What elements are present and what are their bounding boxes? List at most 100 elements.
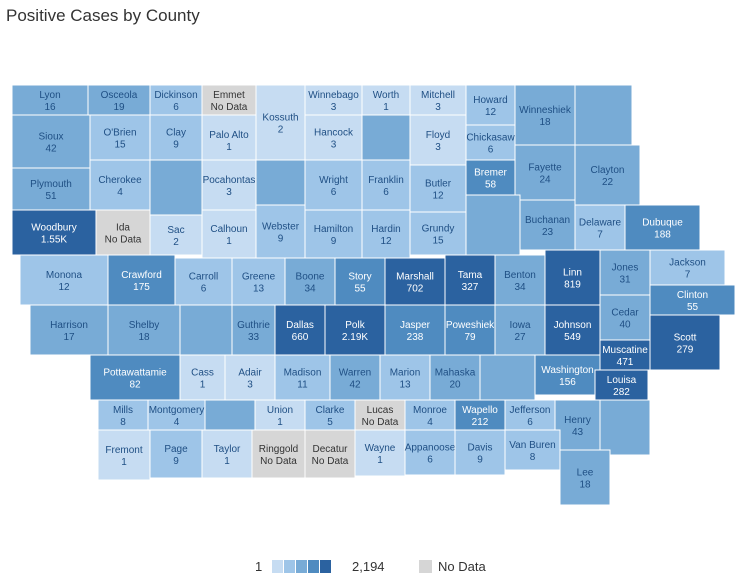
county-adams[interactable] (204, 399, 256, 431)
county-humboldt[interactable] (255, 159, 306, 206)
county-cerro-gordo[interactable] (361, 114, 411, 161)
county-shape[interactable] (97, 429, 151, 481)
county-shape[interactable] (149, 214, 203, 256)
county-shape[interactable] (231, 257, 286, 306)
county-shape[interactable] (404, 399, 456, 431)
county-shape[interactable] (519, 199, 576, 251)
county-shape[interactable] (574, 84, 633, 146)
county-allamakee[interactable] (574, 84, 633, 146)
county-shape[interactable] (649, 314, 721, 371)
county-shape[interactable] (149, 114, 203, 161)
county-black-hawk[interactable] (465, 194, 521, 256)
county-shape[interactable] (465, 159, 516, 196)
county-shape[interactable] (201, 429, 253, 479)
county-des-moines[interactable] (599, 399, 651, 456)
county-shape[interactable] (379, 354, 431, 401)
county-buena-vista[interactable] (149, 159, 203, 216)
county-shape[interactable] (255, 84, 306, 161)
county-shape[interactable] (179, 304, 233, 356)
county-shape[interactable] (11, 114, 91, 169)
county-shape[interactable] (149, 159, 203, 216)
county-shape[interactable] (574, 144, 641, 206)
county-shape[interactable] (334, 257, 386, 306)
county-shape[interactable] (384, 304, 446, 356)
county-shape[interactable] (107, 254, 176, 306)
county-shape[interactable] (649, 284, 736, 316)
county-shape[interactable] (97, 399, 149, 431)
county-shape[interactable] (465, 124, 516, 161)
county-shape[interactable] (361, 159, 411, 211)
county-shape[interactable] (201, 209, 257, 259)
county-shape[interactable] (361, 84, 411, 116)
county-shape[interactable] (599, 399, 651, 456)
county-shape[interactable] (409, 84, 467, 116)
county-shape[interactable] (274, 304, 326, 356)
county-shape[interactable] (255, 204, 306, 259)
county-shape[interactable] (89, 114, 151, 161)
county-shape[interactable] (19, 254, 109, 306)
county-shape[interactable] (304, 429, 356, 479)
county-audubon[interactable] (179, 304, 233, 356)
county-shape[interactable] (574, 204, 626, 251)
county-shape[interactable] (284, 257, 336, 306)
county-shape[interactable] (361, 114, 411, 161)
county-shape[interactable] (465, 84, 516, 126)
county-shape[interactable] (29, 304, 109, 356)
county-shape[interactable] (147, 399, 206, 431)
